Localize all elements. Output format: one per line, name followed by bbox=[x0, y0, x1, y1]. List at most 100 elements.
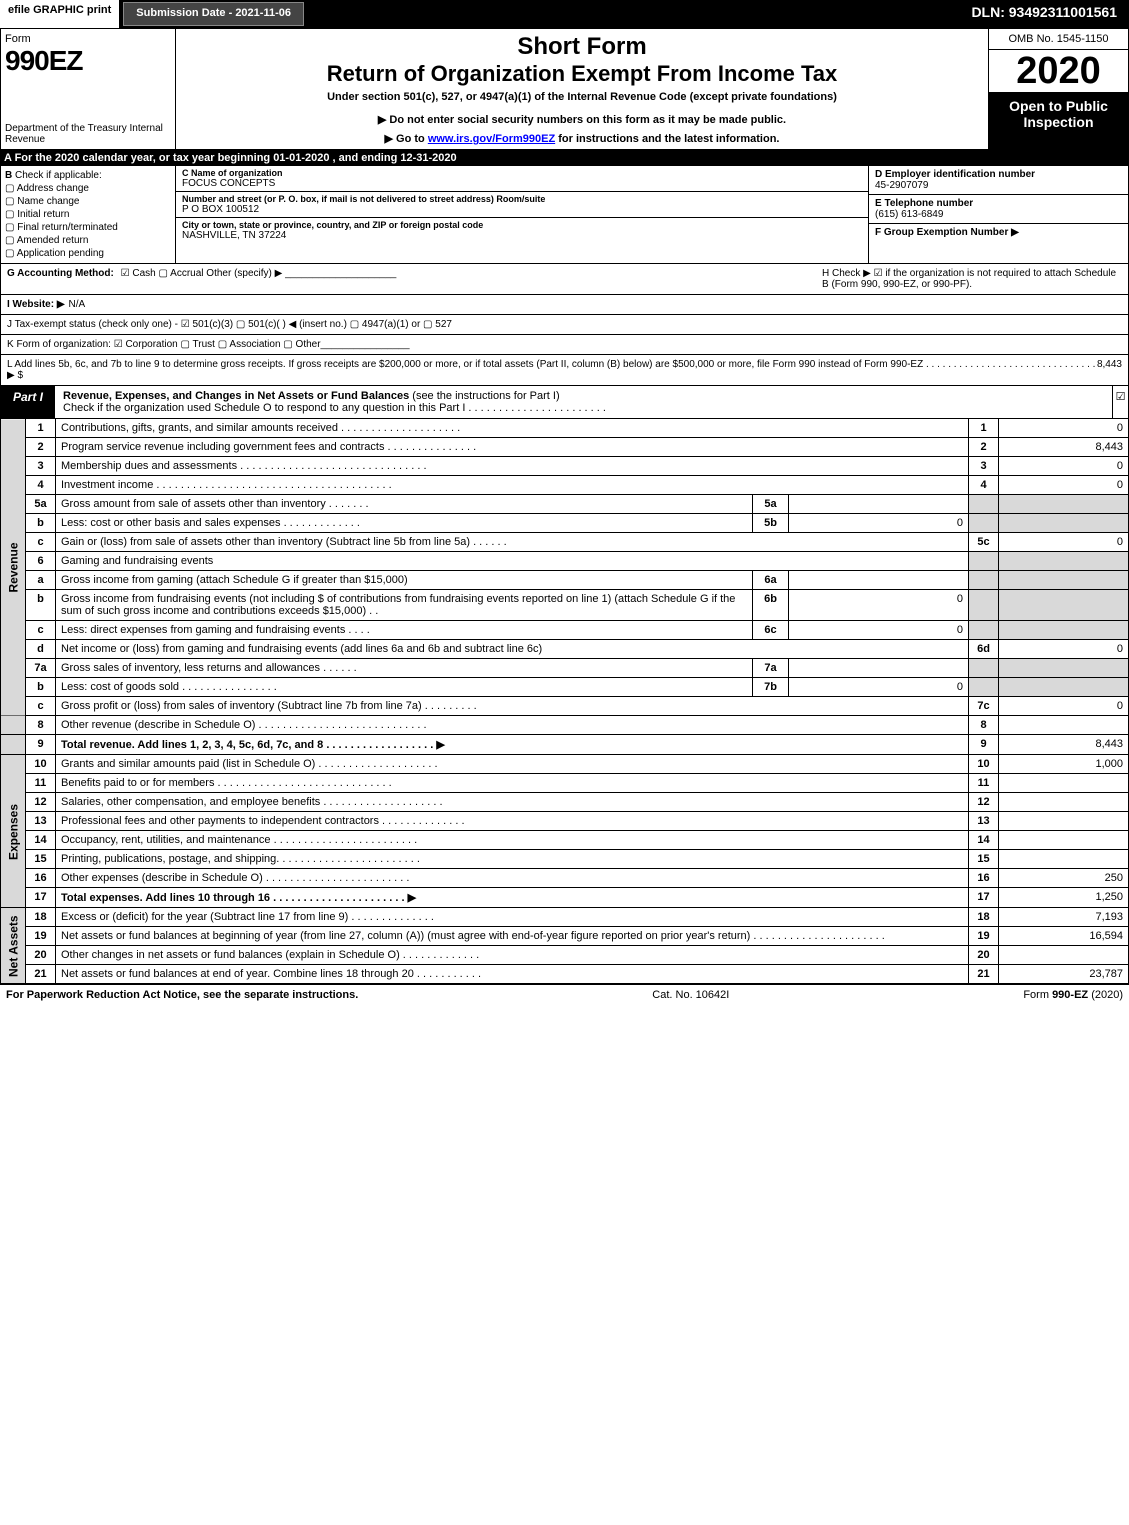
line-6b-shade bbox=[969, 590, 999, 621]
line-6b-ma: 0 bbox=[789, 590, 969, 621]
block-b-through-f: B Check if applicable: ▢ Address change … bbox=[0, 166, 1129, 264]
line-17-ln: 17 bbox=[969, 888, 999, 908]
part-i-title-rest: (see the instructions for Part I) bbox=[409, 390, 559, 402]
line-7c-amt: 0 bbox=[999, 697, 1129, 716]
line-6d-amt: 0 bbox=[999, 640, 1129, 659]
checkbox-name-change[interactable]: ▢ Name change bbox=[5, 196, 171, 207]
checkbox-initial-return[interactable]: ▢ Initial return bbox=[5, 209, 171, 220]
f-label: F Group Exemption Number ▶ bbox=[875, 227, 1122, 238]
line-21-ln: 21 bbox=[969, 965, 999, 984]
line-16-ln: 16 bbox=[969, 869, 999, 888]
section-c: C Name of organization FOCUS CONCEPTS Nu… bbox=[176, 166, 868, 263]
short-form-title: Short Form bbox=[184, 33, 980, 61]
part-i-check-o: Check if the organization used Schedule … bbox=[63, 402, 606, 414]
sidebar-net-assets: Net Assets bbox=[1, 908, 26, 984]
line-5a-ma bbox=[789, 495, 969, 514]
line-19-amt: 16,594 bbox=[999, 927, 1129, 946]
line-7a-shade bbox=[969, 659, 999, 678]
i-label: I Website: ▶ bbox=[7, 299, 65, 310]
l-amount: 8,443 bbox=[1097, 359, 1122, 381]
line-11-amt bbox=[999, 774, 1129, 793]
line-13-ln: 13 bbox=[969, 812, 999, 831]
line-5b-mc: 5b bbox=[753, 514, 789, 533]
opt-application-pending: Application pending bbox=[17, 248, 104, 259]
footer-mid: Cat. No. 10642I bbox=[652, 989, 729, 1001]
line-2-amt: 8,443 bbox=[999, 438, 1129, 457]
line-6c-shade bbox=[969, 621, 999, 640]
line-6a-mc: 6a bbox=[753, 571, 789, 590]
line-20-ln: 20 bbox=[969, 946, 999, 965]
part-i-title-bold: Revenue, Expenses, and Changes in Net As… bbox=[63, 390, 409, 402]
h-schedule-b: H Check ▶ ☑ if the organization is not r… bbox=[822, 268, 1122, 290]
line-7b-shade bbox=[969, 678, 999, 697]
l-text: L Add lines 5b, 6c, and 7b to line 9 to … bbox=[7, 359, 1097, 381]
part-i-tab: Part I bbox=[1, 386, 55, 418]
opt-name-change: Name change bbox=[17, 196, 79, 207]
line-9-ln: 9 bbox=[969, 735, 999, 755]
line-11-desc: Benefits paid to or for members . . . . … bbox=[56, 774, 969, 793]
section-b: B Check if applicable: ▢ Address change … bbox=[1, 166, 176, 263]
line-21-num: 21 bbox=[26, 965, 56, 984]
line-5c-ln: 5c bbox=[969, 533, 999, 552]
checkbox-address-change[interactable]: ▢ Address change bbox=[5, 183, 171, 194]
line-16-num: 16 bbox=[26, 869, 56, 888]
irs-link[interactable]: www.irs.gov/Form990EZ bbox=[428, 133, 555, 145]
d-label: D Employer identification number bbox=[875, 169, 1122, 180]
line-6c-shade-amt bbox=[999, 621, 1129, 640]
sidebar-revenue: Revenue bbox=[1, 419, 26, 716]
line-9-num: 9 bbox=[26, 735, 56, 755]
return-title: Return of Organization Exempt From Incom… bbox=[184, 61, 980, 87]
line-18-num: 18 bbox=[26, 908, 56, 927]
line-15-num: 15 bbox=[26, 850, 56, 869]
city-label: City or town, state or province, country… bbox=[182, 220, 862, 230]
line-6b-shade-amt bbox=[999, 590, 1129, 621]
part-i-table: Revenue 1 Contributions, gifts, grants, … bbox=[0, 419, 1129, 984]
checkbox-amended-return[interactable]: ▢ Amended return bbox=[5, 235, 171, 246]
line-8-ln: 8 bbox=[969, 716, 999, 735]
line-7a-shade-amt bbox=[999, 659, 1129, 678]
g-options: ☑ Cash ▢ Accrual Other (specify) ▶ bbox=[121, 268, 283, 279]
line-6-shade-amt bbox=[999, 552, 1129, 571]
line-10-num: 10 bbox=[26, 755, 56, 774]
line-6b-mc: 6b bbox=[753, 590, 789, 621]
opt-final-return: Final return/terminated bbox=[17, 222, 118, 233]
schedule-o-checkbox[interactable]: ☑ bbox=[1112, 386, 1128, 418]
line-4-num: 4 bbox=[26, 476, 56, 495]
line-16-amt: 250 bbox=[999, 869, 1129, 888]
line-19-desc: Net assets or fund balances at beginning… bbox=[56, 927, 969, 946]
line-7b-mc: 7b bbox=[753, 678, 789, 697]
line-17-amt: 1,250 bbox=[999, 888, 1129, 908]
footer-left: For Paperwork Reduction Act Notice, see … bbox=[6, 989, 358, 1001]
line-19-ln: 19 bbox=[969, 927, 999, 946]
line-9-desc: Total revenue. Add lines 1, 2, 3, 4, 5c,… bbox=[56, 735, 969, 755]
line-1-amt: 0 bbox=[999, 419, 1129, 438]
opt-address-change: Address change bbox=[17, 183, 89, 194]
line-8-amt bbox=[999, 716, 1129, 735]
line-10-ln: 10 bbox=[969, 755, 999, 774]
e-label: E Telephone number bbox=[875, 198, 1122, 209]
line-7b-num: b bbox=[26, 678, 56, 697]
org-address: P O BOX 100512 bbox=[182, 204, 862, 215]
checkbox-application-pending[interactable]: ▢ Application pending bbox=[5, 248, 171, 259]
sidebar-expenses: Expenses bbox=[1, 755, 26, 908]
line-5c-num: c bbox=[26, 533, 56, 552]
opt-initial-return: Initial return bbox=[17, 209, 69, 220]
line-15-amt bbox=[999, 850, 1129, 869]
checkbox-final-return[interactable]: ▢ Final return/terminated bbox=[5, 222, 171, 233]
line-20-amt bbox=[999, 946, 1129, 965]
omb-number: OMB No. 1545-1150 bbox=[989, 29, 1128, 50]
line-12-amt bbox=[999, 793, 1129, 812]
line-14-desc: Occupancy, rent, utilities, and maintena… bbox=[56, 831, 969, 850]
line-10-amt: 1,000 bbox=[999, 755, 1129, 774]
line-1-ln: 1 bbox=[969, 419, 999, 438]
line-7c-ln: 7c bbox=[969, 697, 999, 716]
g-accounting-method: G Accounting Method: ☑ Cash ▢ Accrual Ot… bbox=[7, 268, 396, 290]
row-g-h: G Accounting Method: ☑ Cash ▢ Accrual Ot… bbox=[0, 264, 1129, 295]
line-14-ln: 14 bbox=[969, 831, 999, 850]
dln: DLN: 93492311001561 bbox=[959, 0, 1129, 28]
website-value: N/A bbox=[69, 299, 86, 310]
line-2-num: 2 bbox=[26, 438, 56, 457]
top-bar: efile GRAPHIC print Submission Date - 20… bbox=[0, 0, 1129, 28]
open-to-public: Open to Public Inspection bbox=[989, 92, 1128, 149]
line-16-desc: Other expenses (describe in Schedule O) … bbox=[56, 869, 969, 888]
